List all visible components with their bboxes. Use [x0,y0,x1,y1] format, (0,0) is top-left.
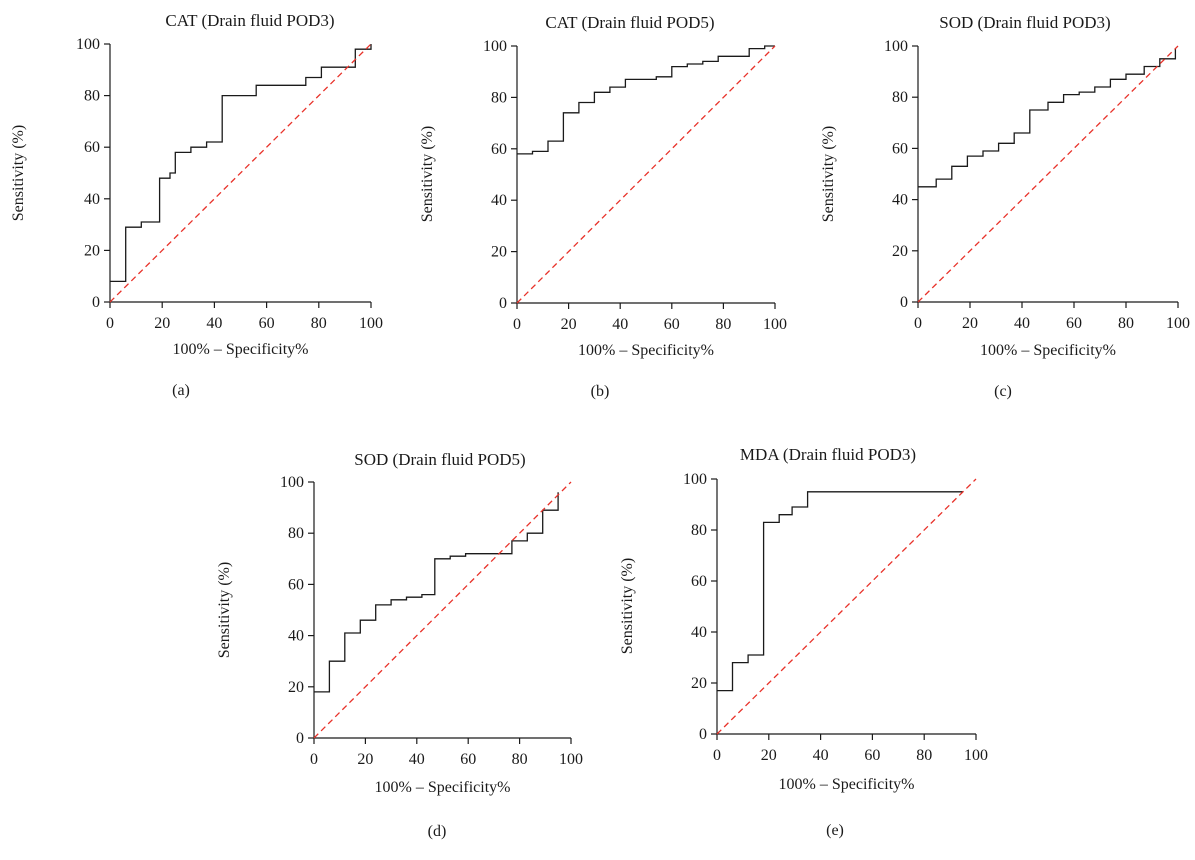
y-tick-label: 0 [900,294,908,311]
x-tick-label: 40 [206,315,222,332]
y-tick-label: 60 [691,573,707,590]
x-tick-label: 80 [1118,315,1134,332]
y-tick-label: 80 [691,522,707,539]
x-tick-label: 20 [761,747,777,764]
reference-diagonal-line [109,43,372,303]
roc-curve [314,492,559,693]
panel-label: (a) [172,382,190,399]
reference-diagonal-line [917,45,1179,303]
x-tick-label: 40 [409,751,425,768]
x-axis-label: 100% – Specificity% [173,341,309,358]
panel-label: (e) [826,822,844,839]
y-tick-label: 0 [499,295,507,312]
x-tick-label: 100 [763,316,787,333]
x-tick-label: 40 [1014,315,1030,332]
chart-panel-2: CAT (Drain fluid POD5) 0 20 40 60 80 100 0 20 40 6… [419,13,787,400]
chart-panel-3: SOD (Drain fluid POD3) 0 20 40 60 80 100 0 20 40 6… [820,13,1190,400]
reference-diagonal-line [313,481,572,739]
y-axis-label: Sensitivity (%) [419,126,436,222]
x-tick-label: 0 [310,751,318,768]
y-tick-label: 40 [892,192,908,209]
y-tick-label: 60 [491,141,507,158]
y-tick-label: 60 [892,140,908,157]
y-tick-label: 20 [691,675,707,692]
roc-curve [717,491,963,692]
y-tick-label: 100 [483,38,507,55]
panel-label: (c) [994,383,1012,400]
x-tick-label: 60 [460,751,476,768]
x-tick-label: 0 [914,315,922,332]
chart-panel-5: MDA (Drain fluid POD3) 0 20 40 60 80 100 0 20 40 6… [619,445,988,839]
y-tick-label: 80 [491,89,507,106]
x-tick-label: 100 [1166,315,1190,332]
x-tick-label: 80 [916,747,932,764]
x-tick-label: 60 [864,747,880,764]
panel-label: (b) [591,383,610,400]
y-tick-label: 20 [288,679,304,696]
x-tick-label: 80 [715,316,731,333]
y-tick-label: 80 [288,525,304,542]
y-axis-label: Sensitivity (%) [619,558,636,654]
x-tick-label: 0 [713,747,721,764]
x-tick-label: 40 [813,747,829,764]
y-tick-label: 40 [691,624,707,641]
panel-label: (d) [428,823,447,840]
chart-title: CAT (Drain fluid POD5) [545,13,714,32]
y-tick-label: 20 [84,242,100,259]
x-tick-label: 20 [561,316,577,333]
x-axis-label: 100% – Specificity% [980,342,1116,359]
y-tick-label: 100 [884,38,908,55]
chart-title: SOD (Drain fluid POD5) [354,450,525,469]
roc-curve [918,48,1177,188]
x-tick-label: 80 [311,315,327,332]
x-tick-label: 60 [259,315,275,332]
y-tick-label: 60 [84,139,100,156]
y-tick-label: 60 [288,576,304,593]
y-tick-label: 20 [892,243,908,260]
x-tick-label: 20 [962,315,978,332]
y-tick-label: 40 [84,191,100,208]
x-tick-label: 60 [1066,315,1082,332]
y-tick-label: 40 [288,628,304,645]
x-tick-label: 0 [513,316,521,333]
y-tick-label: 0 [699,726,707,743]
x-axis-label: 100% – Specificity% [375,779,511,796]
y-tick-label: 80 [892,89,908,106]
x-axis-label: 100% – Specificity% [578,342,714,359]
x-tick-label: 80 [512,751,528,768]
y-tick-label: 100 [683,471,707,488]
y-tick-label: 20 [491,244,507,261]
y-axis-label: Sensitivity (%) [10,125,27,221]
y-tick-label: 0 [92,294,100,311]
y-axis-label: Sensitivity (%) [820,126,837,222]
y-tick-label: 0 [296,730,304,747]
reference-diagonal-line [516,45,776,304]
chart-title: MDA (Drain fluid POD3) [740,445,916,464]
x-tick-label: 100 [964,747,988,764]
x-tick-label: 20 [154,315,170,332]
chart-panel-1: CAT (Drain fluid POD3) 0 20 40 60 80 100 0 20 40 6… [10,11,383,399]
y-tick-label: 100 [280,474,304,491]
chart-panel-4: SOD (Drain fluid POD5) 0 20 40 60 80 100 0 20 40 6… [216,450,583,840]
roc-curve [110,44,372,283]
y-tick-label: 100 [76,36,100,53]
x-tick-label: 100 [559,751,583,768]
x-axis-label: 100% – Specificity% [779,776,915,793]
reference-diagonal-line [716,478,977,735]
chart-title: CAT (Drain fluid POD3) [165,11,334,30]
x-tick-label: 20 [357,751,373,768]
x-tick-label: 0 [106,315,114,332]
chart-title: SOD (Drain fluid POD3) [939,13,1110,32]
y-tick-label: 40 [491,192,507,209]
x-tick-label: 60 [664,316,680,333]
x-tick-label: 40 [612,316,628,333]
y-axis-label: Sensitivity (%) [216,562,233,658]
roc-curve [517,45,775,155]
x-tick-label: 100 [359,315,383,332]
y-tick-label: 80 [84,88,100,105]
